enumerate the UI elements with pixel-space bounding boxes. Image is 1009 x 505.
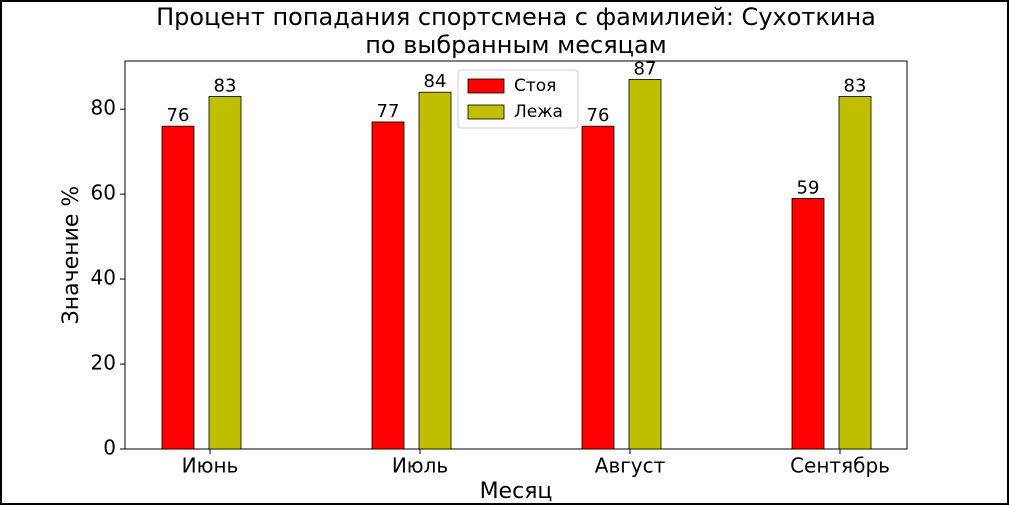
y-tick-label: 20 (91, 351, 116, 375)
x-tick-label: Сентябрь (790, 454, 890, 478)
value-label: 84 (424, 71, 447, 92)
x-tick-label: Июль (392, 454, 448, 478)
value-label: 83 (844, 75, 867, 96)
bar (791, 198, 825, 450)
legend-swatch (467, 78, 505, 94)
y-tick-label: 0 (103, 436, 116, 460)
value-label: 77 (377, 101, 400, 122)
plot-area (124, 60, 908, 450)
bar (371, 121, 405, 450)
x-axis-label: Месяц (480, 479, 553, 504)
value-label: 87 (634, 58, 657, 79)
legend-swatch (467, 104, 505, 120)
y-tick-label: 40 (91, 266, 116, 290)
y-tick-label: 80 (91, 96, 116, 120)
x-tick-label: Июнь (182, 454, 239, 478)
y-tick-label: 60 (91, 181, 116, 205)
bar (838, 96, 872, 450)
value-label: 59 (797, 177, 820, 198)
legend-label: Лежа (514, 102, 563, 122)
bar (208, 96, 242, 450)
chart-title: по выбранным месяцам (365, 31, 667, 59)
value-label: 83 (214, 75, 237, 96)
bar (628, 79, 662, 450)
legend-label: Стоя (514, 76, 556, 96)
x-tick-label: Август (595, 454, 666, 478)
y-axis-label: Значение % (59, 186, 84, 325)
value-label: 76 (167, 105, 190, 126)
bar (418, 91, 452, 450)
chart-title: Процент попадания спортсмена с фамилией:… (156, 3, 876, 31)
bar (161, 125, 195, 450)
bar (581, 125, 615, 450)
value-label: 76 (587, 105, 610, 126)
